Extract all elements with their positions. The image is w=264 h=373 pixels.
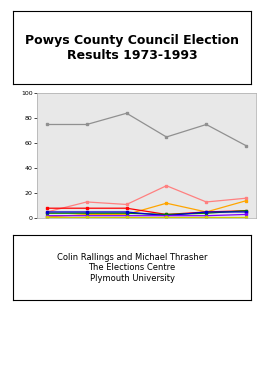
Text: Powys County Council Election
Results 1973-1993: Powys County Council Election Results 19…: [25, 34, 239, 62]
Text: Colin Rallings and Michael Thrasher
The Elections Centre
Plymouth University: Colin Rallings and Michael Thrasher The …: [57, 253, 207, 282]
